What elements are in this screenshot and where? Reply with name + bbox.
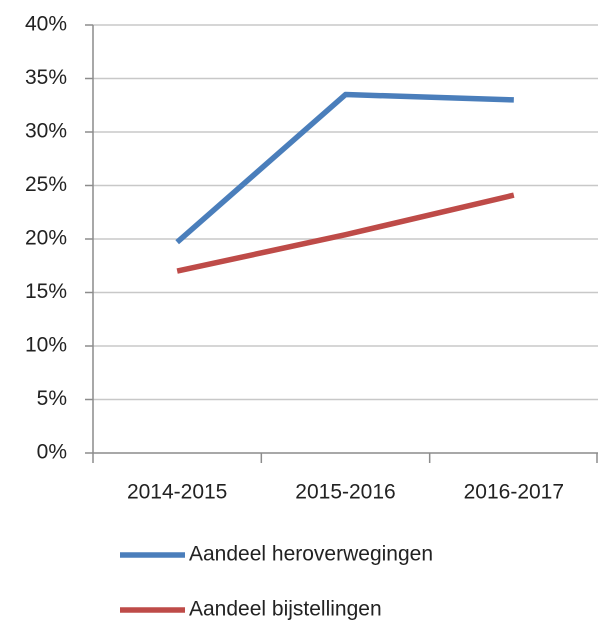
data-line: [176, 192, 515, 274]
y-tick-label: 25%: [25, 173, 67, 196]
legend-label: Aandeel heroverwegingen: [189, 543, 433, 566]
y-tick-label: 40%: [25, 13, 67, 36]
y-tick-label: 35%: [25, 66, 67, 89]
x-tick-label: 2015-2016: [295, 481, 395, 504]
y-tick-label: 10%: [25, 334, 67, 357]
y-tick-label: 30%: [25, 120, 67, 143]
y-tick-label: 0%: [37, 441, 67, 464]
y-tick-label: 20%: [25, 227, 67, 250]
data-line: [175, 91, 514, 245]
y-tick-label: 5%: [37, 387, 67, 410]
legend-label: Aandeel bijstellingen: [189, 598, 382, 621]
x-tick-label: 2014-2015: [127, 481, 227, 504]
y-tick-label: 15%: [25, 280, 67, 303]
x-tick-label: 2016-2017: [464, 481, 564, 504]
